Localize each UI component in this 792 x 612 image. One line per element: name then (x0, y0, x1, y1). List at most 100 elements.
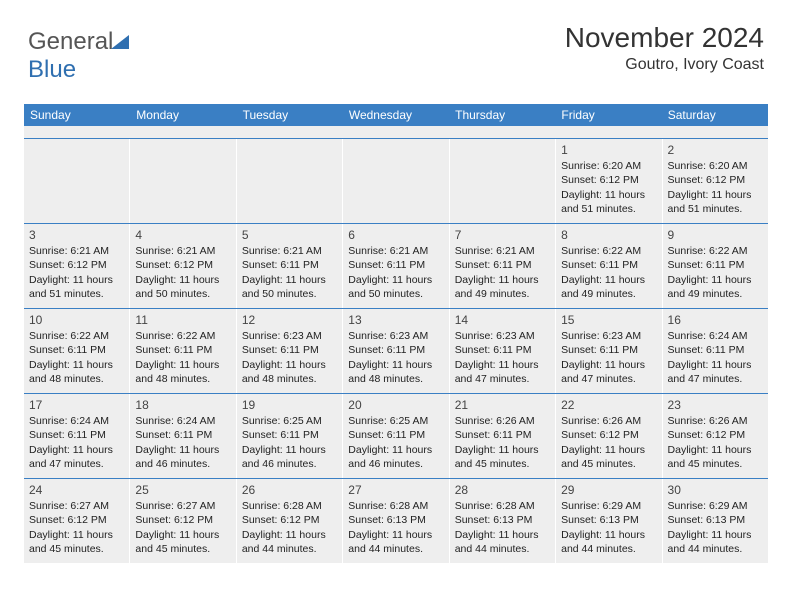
day-cell: 24Sunrise: 6:27 AMSunset: 6:12 PMDayligh… (24, 479, 130, 563)
sunrise-text: Sunrise: 6:22 AM (135, 329, 230, 343)
day-cell: 17Sunrise: 6:24 AMSunset: 6:11 PMDayligh… (24, 394, 130, 478)
day-cell: 3Sunrise: 6:21 AMSunset: 6:12 PMDaylight… (24, 224, 130, 308)
day-cell: 22Sunrise: 6:26 AMSunset: 6:12 PMDayligh… (556, 394, 662, 478)
sunset-text: Sunset: 6:11 PM (29, 343, 124, 357)
sunset-text: Sunset: 6:13 PM (348, 513, 443, 527)
week-row: 1Sunrise: 6:20 AMSunset: 6:12 PMDaylight… (24, 138, 768, 223)
sunset-text: Sunset: 6:13 PM (561, 513, 656, 527)
daylight-text: Daylight: 11 hours and 44 minutes. (242, 528, 337, 556)
daylight-text: Daylight: 11 hours and 47 minutes. (561, 358, 656, 386)
day-number: 14 (455, 312, 550, 328)
weeks-container: 1Sunrise: 6:20 AMSunset: 6:12 PMDaylight… (24, 138, 768, 563)
sunset-text: Sunset: 6:11 PM (455, 258, 550, 272)
day-cell: 18Sunrise: 6:24 AMSunset: 6:11 PMDayligh… (130, 394, 236, 478)
day-cell: 5Sunrise: 6:21 AMSunset: 6:11 PMDaylight… (237, 224, 343, 308)
day-cell: 14Sunrise: 6:23 AMSunset: 6:11 PMDayligh… (450, 309, 556, 393)
daylight-text: Daylight: 11 hours and 49 minutes. (561, 273, 656, 301)
day-cell: 12Sunrise: 6:23 AMSunset: 6:11 PMDayligh… (237, 309, 343, 393)
sunrise-text: Sunrise: 6:23 AM (348, 329, 443, 343)
sunrise-text: Sunrise: 6:24 AM (668, 329, 763, 343)
sunrise-text: Sunrise: 6:21 AM (455, 244, 550, 258)
daylight-text: Daylight: 11 hours and 45 minutes. (29, 528, 124, 556)
sunrise-text: Sunrise: 6:27 AM (29, 499, 124, 513)
day-cell: 9Sunrise: 6:22 AMSunset: 6:11 PMDaylight… (663, 224, 768, 308)
daylight-text: Daylight: 11 hours and 45 minutes. (668, 443, 763, 471)
logo-text-gray: General (28, 28, 113, 55)
header-right: November 2024 Goutro, Ivory Coast (565, 22, 764, 74)
day-number: 11 (135, 312, 230, 328)
sunrise-text: Sunrise: 6:27 AM (135, 499, 230, 513)
sunset-text: Sunset: 6:11 PM (455, 343, 550, 357)
daylight-text: Daylight: 11 hours and 47 minutes. (455, 358, 550, 386)
day-cell: 23Sunrise: 6:26 AMSunset: 6:12 PMDayligh… (663, 394, 768, 478)
daylight-text: Daylight: 11 hours and 51 minutes. (668, 188, 763, 216)
sunrise-text: Sunrise: 6:21 AM (135, 244, 230, 258)
day-cell: 11Sunrise: 6:22 AMSunset: 6:11 PMDayligh… (130, 309, 236, 393)
week-row: 17Sunrise: 6:24 AMSunset: 6:11 PMDayligh… (24, 393, 768, 478)
day-number: 2 (668, 142, 763, 158)
dow-thursday: Thursday (449, 104, 555, 126)
sunrise-text: Sunrise: 6:25 AM (242, 414, 337, 428)
sunset-text: Sunset: 6:12 PM (561, 428, 656, 442)
daylight-text: Daylight: 11 hours and 46 minutes. (242, 443, 337, 471)
day-cell: 2Sunrise: 6:20 AMSunset: 6:12 PMDaylight… (663, 139, 768, 223)
day-cell: 19Sunrise: 6:25 AMSunset: 6:11 PMDayligh… (237, 394, 343, 478)
day-cell: 20Sunrise: 6:25 AMSunset: 6:11 PMDayligh… (343, 394, 449, 478)
daylight-text: Daylight: 11 hours and 45 minutes. (455, 443, 550, 471)
day-cell: 28Sunrise: 6:28 AMSunset: 6:13 PMDayligh… (450, 479, 556, 563)
day-cell: 29Sunrise: 6:29 AMSunset: 6:13 PMDayligh… (556, 479, 662, 563)
sunset-text: Sunset: 6:11 PM (561, 343, 656, 357)
sunrise-text: Sunrise: 6:26 AM (455, 414, 550, 428)
sunrise-text: Sunrise: 6:23 AM (242, 329, 337, 343)
sunset-text: Sunset: 6:11 PM (242, 428, 337, 442)
day-of-week-header: Sunday Monday Tuesday Wednesday Thursday… (24, 104, 768, 126)
sunset-text: Sunset: 6:11 PM (242, 258, 337, 272)
header-spacer (24, 126, 768, 138)
sunset-text: Sunset: 6:13 PM (455, 513, 550, 527)
day-cell: 25Sunrise: 6:27 AMSunset: 6:12 PMDayligh… (130, 479, 236, 563)
day-number: 25 (135, 482, 230, 498)
daylight-text: Daylight: 11 hours and 46 minutes. (135, 443, 230, 471)
day-number: 15 (561, 312, 656, 328)
day-cell: 8Sunrise: 6:22 AMSunset: 6:11 PMDaylight… (556, 224, 662, 308)
day-cell (343, 139, 449, 223)
daylight-text: Daylight: 11 hours and 50 minutes. (135, 273, 230, 301)
day-number: 13 (348, 312, 443, 328)
day-number: 18 (135, 397, 230, 413)
day-number: 21 (455, 397, 550, 413)
location-label: Goutro, Ivory Coast (565, 56, 764, 74)
day-cell: 10Sunrise: 6:22 AMSunset: 6:11 PMDayligh… (24, 309, 130, 393)
day-cell: 6Sunrise: 6:21 AMSunset: 6:11 PMDaylight… (343, 224, 449, 308)
sunrise-text: Sunrise: 6:28 AM (455, 499, 550, 513)
sunrise-text: Sunrise: 6:24 AM (29, 414, 124, 428)
sunrise-text: Sunrise: 6:24 AM (135, 414, 230, 428)
dow-friday: Friday (555, 104, 661, 126)
daylight-text: Daylight: 11 hours and 47 minutes. (29, 443, 124, 471)
day-cell: 7Sunrise: 6:21 AMSunset: 6:11 PMDaylight… (450, 224, 556, 308)
sunset-text: Sunset: 6:12 PM (242, 513, 337, 527)
daylight-text: Daylight: 11 hours and 48 minutes. (135, 358, 230, 386)
dow-monday: Monday (130, 104, 236, 126)
day-cell: 4Sunrise: 6:21 AMSunset: 6:12 PMDaylight… (130, 224, 236, 308)
sunrise-text: Sunrise: 6:25 AM (348, 414, 443, 428)
sunrise-text: Sunrise: 6:26 AM (561, 414, 656, 428)
sunset-text: Sunset: 6:11 PM (455, 428, 550, 442)
day-number: 17 (29, 397, 124, 413)
daylight-text: Daylight: 11 hours and 50 minutes. (348, 273, 443, 301)
dow-tuesday: Tuesday (237, 104, 343, 126)
month-title: November 2024 (565, 22, 764, 54)
sunset-text: Sunset: 6:11 PM (561, 258, 656, 272)
sunset-text: Sunset: 6:11 PM (135, 428, 230, 442)
sunrise-text: Sunrise: 6:23 AM (561, 329, 656, 343)
day-number: 30 (668, 482, 763, 498)
sunrise-text: Sunrise: 6:23 AM (455, 329, 550, 343)
sunset-text: Sunset: 6:12 PM (561, 173, 656, 187)
sunset-text: Sunset: 6:11 PM (29, 428, 124, 442)
sunrise-text: Sunrise: 6:29 AM (561, 499, 656, 513)
sunset-text: Sunset: 6:11 PM (348, 343, 443, 357)
dow-sunday: Sunday (24, 104, 130, 126)
brand-logo: General Blue (28, 28, 129, 84)
sunset-text: Sunset: 6:11 PM (668, 258, 763, 272)
day-cell: 26Sunrise: 6:28 AMSunset: 6:12 PMDayligh… (237, 479, 343, 563)
week-row: 24Sunrise: 6:27 AMSunset: 6:12 PMDayligh… (24, 478, 768, 563)
